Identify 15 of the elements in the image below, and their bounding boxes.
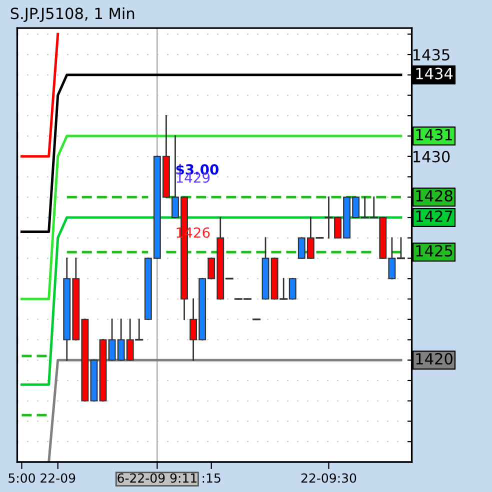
data-label: 1431 — [416, 128, 452, 140]
y-tick-label: 1435 — [413, 48, 450, 61]
data-label: 1428 — [416, 190, 452, 202]
data-label: 1434 — [416, 68, 453, 80]
chart-title: S.JP.J5108, 1 Min — [10, 7, 134, 22]
candlestick — [108, 318, 116, 361]
data-label: 1427 — [416, 210, 452, 222]
x-tick-label: 22-09:30 — [301, 473, 356, 483]
y-tick-label: 1430 — [413, 150, 450, 162]
x-tick-label: 6-22-09 9:11 — [118, 473, 196, 483]
data-label: 1425 — [416, 245, 452, 257]
x-tick-label: :15 — [202, 473, 220, 483]
data-label: 1420 — [416, 353, 452, 365]
x-tick-label: 22-09 — [40, 473, 76, 483]
x-tick-label: 5:00 — [8, 473, 35, 483]
